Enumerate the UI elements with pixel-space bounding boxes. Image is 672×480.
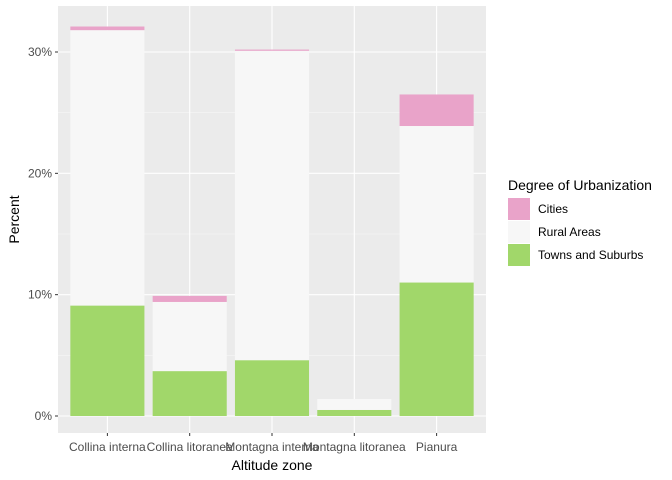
x-tick-label: Pianura <box>416 440 458 454</box>
bar-segment <box>234 360 310 416</box>
x-axis-title: Altitude zone <box>232 457 313 473</box>
bar-segment <box>234 49 310 51</box>
bar-segment <box>317 399 392 410</box>
x-tick-label: Montagna interna <box>225 440 319 454</box>
bar-segment <box>399 282 474 416</box>
bar-segment <box>152 295 227 302</box>
bar-segment <box>70 30 145 306</box>
bar-segment <box>152 371 227 416</box>
legend-key <box>508 221 530 243</box>
bar-segment <box>317 409 392 416</box>
bar-segment <box>234 50 310 361</box>
y-tick-label: 10% <box>28 288 52 302</box>
y-tick-label: 30% <box>28 45 52 59</box>
y-tick-label: 0% <box>35 409 53 423</box>
legend-key <box>508 244 530 266</box>
x-tick-label: Montagna litoranea <box>303 440 406 454</box>
legend: Degree of Urbanization Cities Rural Areas… <box>508 177 652 266</box>
legend-label: Cities <box>538 202 568 216</box>
bar-segment <box>399 94 474 127</box>
y-tick-label: 20% <box>28 166 52 180</box>
legend-items: Cities Rural Areas Towns and Suburbs <box>508 198 643 266</box>
legend-label: Towns and Suburbs <box>538 248 643 262</box>
x-tick-label: Collina interna <box>69 440 146 454</box>
bar-segment <box>70 305 145 416</box>
bar-segment <box>152 301 227 372</box>
legend-label: Rural Areas <box>538 225 601 239</box>
x-tick-label: Collina litoranea <box>147 440 233 454</box>
y-axis-title: Percent <box>6 195 22 243</box>
y-axis-ticks: 0% 10% 20% 30% <box>28 45 58 423</box>
bar-segment <box>399 126 474 283</box>
bar-segment <box>70 26 145 31</box>
legend-title: Degree of Urbanization <box>508 177 652 193</box>
bars <box>70 26 474 416</box>
x-axis-ticks: Collina interna Collina litoraneaMontagna… <box>69 433 458 454</box>
legend-key <box>508 198 530 220</box>
